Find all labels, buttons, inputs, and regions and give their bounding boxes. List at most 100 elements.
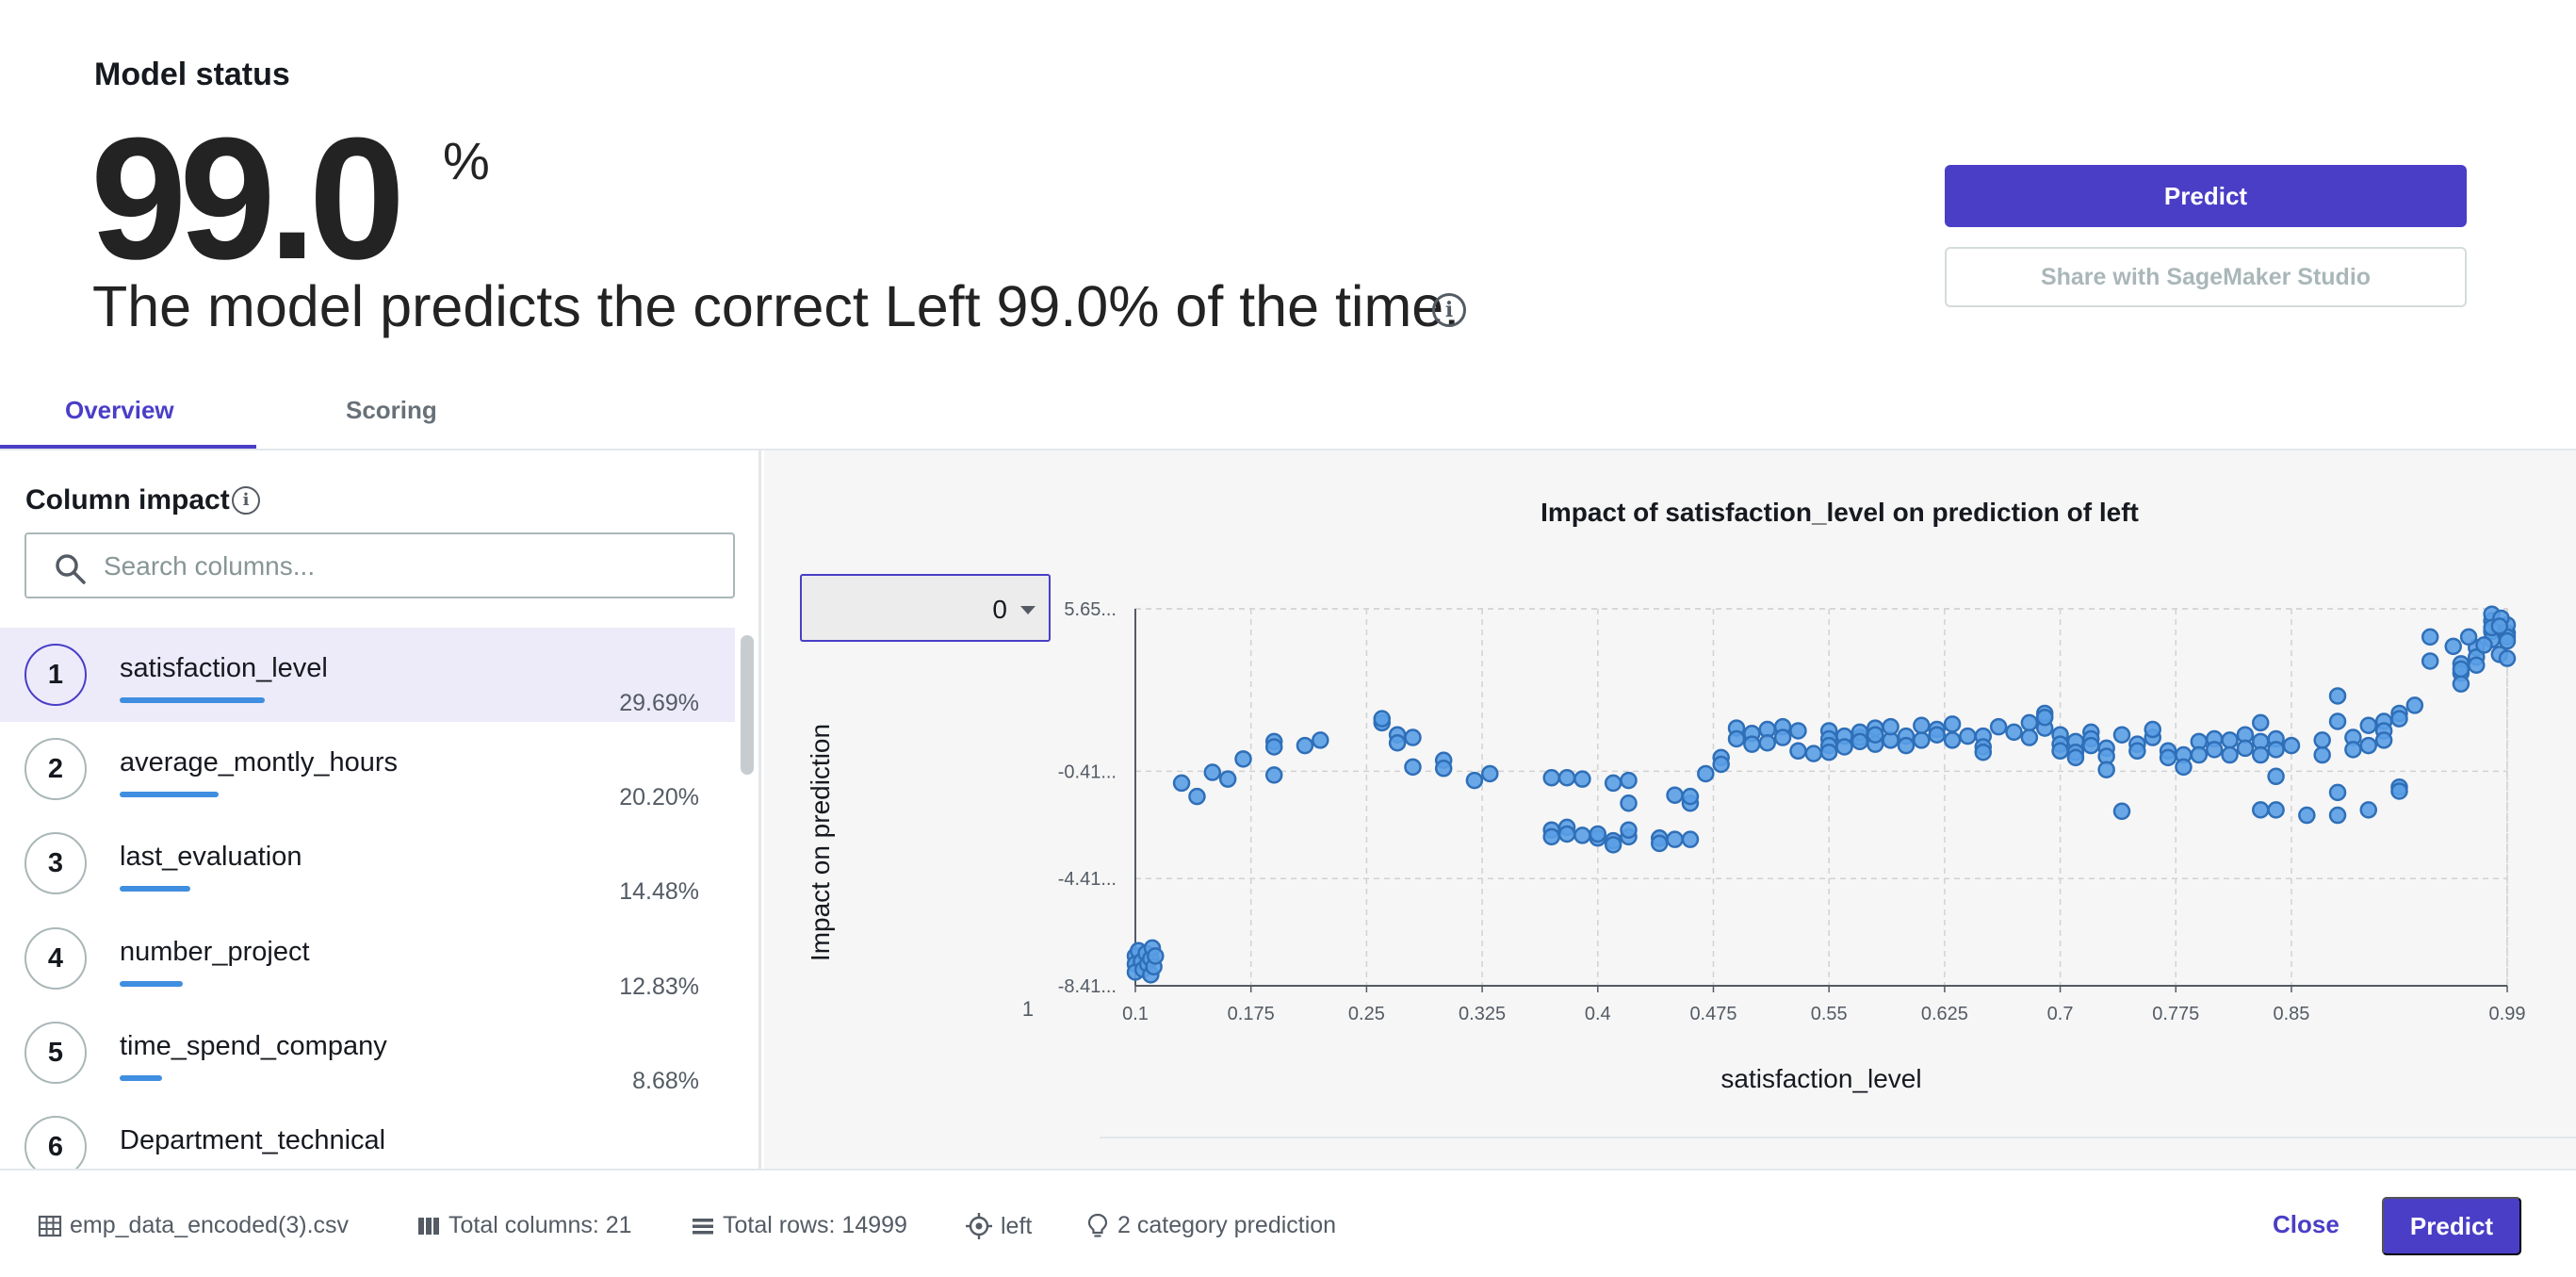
scatter-point[interactable] xyxy=(2328,687,2347,705)
scatter-point[interactable] xyxy=(1650,834,1669,853)
scatter-point[interactable] xyxy=(1312,731,1329,749)
scatter-point[interactable] xyxy=(1666,830,1684,848)
close-button[interactable]: Close xyxy=(2273,1210,2340,1238)
scatter-point[interactable] xyxy=(1989,717,2008,736)
search-columns-input[interactable] xyxy=(104,548,716,585)
scatter-point[interactable] xyxy=(1620,794,1638,812)
scatter-point[interactable] xyxy=(1697,764,1715,783)
scatter-point[interactable] xyxy=(2020,713,2039,732)
scatter-point[interactable] xyxy=(1913,731,1931,749)
info-icon[interactable]: i xyxy=(232,486,260,515)
scatter-point[interactable] xyxy=(1789,722,1807,740)
scatter-point[interactable] xyxy=(1620,771,1638,790)
scatter-point[interactable] xyxy=(1542,768,1560,787)
scatter-point[interactable] xyxy=(1943,731,1962,749)
scatter-point[interactable] xyxy=(1465,771,1484,790)
scatter-point[interactable] xyxy=(1727,729,1746,748)
scatter-point[interactable] xyxy=(1388,733,1407,752)
scatter-point[interactable] xyxy=(2282,736,2301,755)
scatter-point[interactable] xyxy=(1203,763,1222,781)
scatter-point[interactable] xyxy=(1773,729,1792,746)
scatter-point[interactable] xyxy=(2144,720,2161,739)
list-item[interactable]: 6 Department_technical xyxy=(0,1100,735,1169)
scatter-point[interactable] xyxy=(1882,717,1899,736)
scatter-point[interactable] xyxy=(2082,736,2100,755)
scatter-point[interactable] xyxy=(2468,656,2486,674)
scatter-point[interactable] xyxy=(1913,716,1931,735)
scatter-point[interactable] xyxy=(2251,713,2270,732)
scatter-point[interactable] xyxy=(2452,675,2470,693)
scatter-point[interactable] xyxy=(2112,802,2131,821)
scatter-point[interactable] xyxy=(2205,741,2224,759)
scatter-point[interactable] xyxy=(2298,806,2316,825)
scatter-point[interactable] xyxy=(2374,731,2393,749)
scatter-point[interactable] xyxy=(2313,731,2331,749)
scatter-point[interactable] xyxy=(2035,708,2054,727)
scatter-point[interactable] xyxy=(1620,821,1638,839)
scatter-point[interactable] xyxy=(2421,652,2439,670)
scatter-point[interactable] xyxy=(2051,742,2069,761)
scrollbar[interactable] xyxy=(741,635,754,775)
scatter-point[interactable] xyxy=(1557,825,1576,843)
scatter-point[interactable] xyxy=(2359,736,2378,755)
scatter-point[interactable] xyxy=(2452,660,2470,679)
scatter-point[interactable] xyxy=(1234,750,1252,768)
scatter-point[interactable] xyxy=(1573,827,1591,844)
scatter-point[interactable] xyxy=(2005,723,2023,742)
scatter-point[interactable] xyxy=(1758,733,1776,752)
scatter-point[interactable] xyxy=(2405,696,2424,714)
scatter-point[interactable] xyxy=(1373,710,1392,728)
predict-button-bottom[interactable]: Predict xyxy=(2382,1197,2521,1255)
scatter-point[interactable] xyxy=(2221,745,2239,764)
scatter-point[interactable] xyxy=(1264,766,1283,784)
scatter-point[interactable] xyxy=(1434,760,1453,778)
list-item[interactable]: 3 last_evaluation 14.48% xyxy=(0,816,735,910)
scatter-point[interactable] xyxy=(2251,801,2270,819)
scatter-point[interactable] xyxy=(2175,758,2193,777)
scatter-point[interactable] xyxy=(1743,735,1761,753)
scatter-point[interactable] xyxy=(1959,727,1977,745)
info-icon[interactable]: i xyxy=(1432,293,1466,327)
scatter-point[interactable] xyxy=(1681,787,1700,806)
scatter-point[interactable] xyxy=(1573,770,1591,788)
scatter-point[interactable] xyxy=(1819,743,1838,761)
scatter-point[interactable] xyxy=(2267,801,2285,819)
list-item[interactable]: 4 number_project 12.83% xyxy=(0,911,735,1006)
scatter-point[interactable] xyxy=(1481,764,1499,783)
scatter-point[interactable] xyxy=(2112,726,2131,744)
scatter-point[interactable] xyxy=(2498,649,2517,667)
scatter-point[interactable] xyxy=(1264,738,1283,756)
scatter-point[interactable] xyxy=(2344,741,2362,759)
scatter-point[interactable] xyxy=(1296,736,1314,755)
scatter-point[interactable] xyxy=(1147,947,1165,965)
scatter-point[interactable] xyxy=(2159,748,2177,767)
scatter-point[interactable] xyxy=(1188,787,1206,806)
scatter-point[interactable] xyxy=(2236,739,2255,758)
scatter-point[interactable] xyxy=(1850,732,1869,751)
scatter-point[interactable] xyxy=(1404,758,1422,777)
scatter-point[interactable] xyxy=(1943,715,1962,733)
scatter-point[interactable] xyxy=(1604,774,1622,793)
list-item[interactable]: 1 satisfaction_level 29.69% xyxy=(0,628,735,722)
scatter-point[interactable] xyxy=(2128,742,2146,761)
scatter-point[interactable] xyxy=(1404,729,1422,746)
scatter-point[interactable] xyxy=(1172,774,1191,793)
scatter-point[interactable] xyxy=(1804,745,1823,762)
list-item[interactable]: 2 average_montly_hours 20.20% xyxy=(0,722,735,816)
scatter-point[interactable] xyxy=(1666,786,1684,804)
scatter-point[interactable] xyxy=(1589,825,1607,843)
scatter-point[interactable] xyxy=(2490,617,2509,635)
scatter-point[interactable] xyxy=(2221,731,2239,749)
scatter-point[interactable] xyxy=(2313,745,2331,764)
scatter-point[interactable] xyxy=(2498,631,2517,650)
scatter-point[interactable] xyxy=(2328,806,2347,825)
tab-overview[interactable]: Overview xyxy=(65,396,174,424)
scatter-point[interactable] xyxy=(2066,748,2085,767)
tab-scoring[interactable]: Scoring xyxy=(346,396,437,424)
scatter-point[interactable] xyxy=(1712,755,1730,774)
scatter-point[interactable] xyxy=(1557,768,1576,787)
scatter-point[interactable] xyxy=(2359,801,2378,819)
list-item[interactable]: 5 time_spend_company 8.68% xyxy=(0,1006,735,1100)
scatter-point[interactable] xyxy=(2267,767,2285,786)
scatter-point[interactable] xyxy=(1218,770,1237,788)
